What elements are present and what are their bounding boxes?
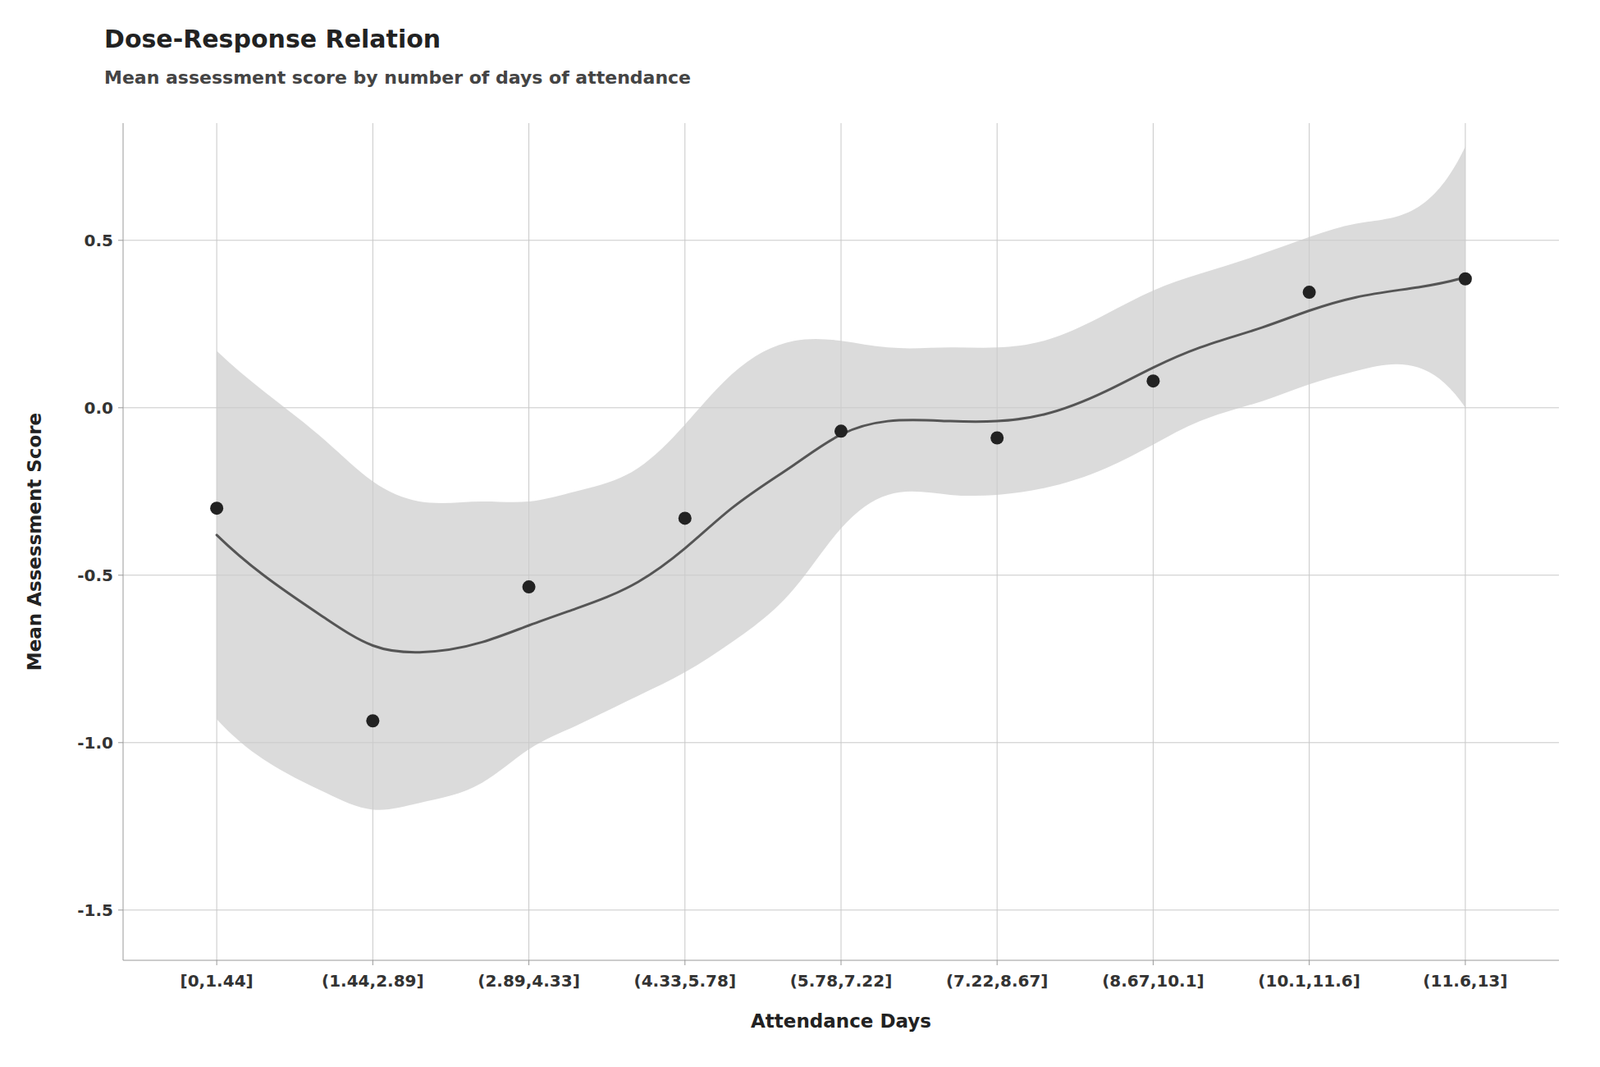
y-tick: [118, 741, 124, 743]
x-grid-line: [841, 123, 842, 960]
y-tick-label: -0.5: [77, 565, 114, 586]
x-tick-label: (1.44,2.89]: [321, 970, 425, 991]
smooth-line: [216, 277, 1466, 653]
y-axis-line: [123, 123, 124, 960]
chart: Dose-Response Relation Mean assessment sc…: [0, 0, 1600, 1067]
data-dot: [210, 501, 224, 515]
data-dot: [1458, 272, 1472, 286]
x-axis-label: Attendance Days: [750, 1010, 932, 1032]
x-tick: [996, 960, 998, 965]
confidence-band: [216, 146, 1466, 810]
x-tick-label: (10.1,11.6]: [1257, 970, 1361, 991]
x-tick: [216, 960, 218, 965]
axes: [0,1.44] (1.44,2.89] (2.89,4.33] (4.33,5.78…: [77, 123, 1559, 991]
y-tick-label: -1.5: [77, 900, 114, 920]
x-grid-line: [1152, 123, 1154, 960]
y-tick: [118, 574, 124, 576]
background: [0, 0, 1600, 1067]
data-dot: [522, 580, 536, 594]
x-tick: [1152, 960, 1154, 965]
x-tick: [1464, 960, 1466, 965]
y-tick: [118, 239, 124, 241]
x-grid-line: [996, 123, 998, 960]
y-tick-label: 0.5: [84, 230, 114, 251]
data-dot: [365, 713, 380, 727]
y-axis-label: Mean Assessment Score: [23, 412, 46, 671]
data-dot: [834, 424, 848, 438]
plot-area: [210, 146, 1472, 810]
x-tick-label: (4.33,5.78]: [633, 970, 736, 991]
x-tick-label: (11.6,13]: [1422, 970, 1508, 991]
data-dot: [1146, 374, 1160, 388]
x-tick-label: (7.22,8.67]: [946, 970, 1049, 991]
data-dot: [990, 431, 1004, 445]
y-tick-label: 0.0: [84, 397, 114, 418]
x-tick: [372, 960, 374, 965]
y-grid-line: [123, 909, 1559, 910]
subtitle: Mean assessment score by number of days …: [104, 67, 691, 88]
x-tick-label: [0,1.44]: [180, 970, 254, 991]
x-tick: [841, 960, 842, 965]
y-tick: [118, 909, 124, 910]
y-tick: [118, 406, 124, 408]
title: Dose-Response Relation: [104, 24, 441, 54]
x-tick-label: (5.78,7.22]: [790, 970, 893, 991]
x-tick-label: (2.89,4.33]: [477, 970, 581, 991]
data-dot: [1302, 285, 1317, 299]
x-tick: [1308, 960, 1310, 965]
grid: [123, 123, 1559, 960]
x-tick: [684, 960, 686, 965]
x-tick: [528, 960, 530, 965]
data-dot: [678, 511, 692, 525]
y-tick-label: -1.0: [77, 732, 114, 753]
x-tick-label: (8.67,10.1]: [1101, 970, 1205, 991]
